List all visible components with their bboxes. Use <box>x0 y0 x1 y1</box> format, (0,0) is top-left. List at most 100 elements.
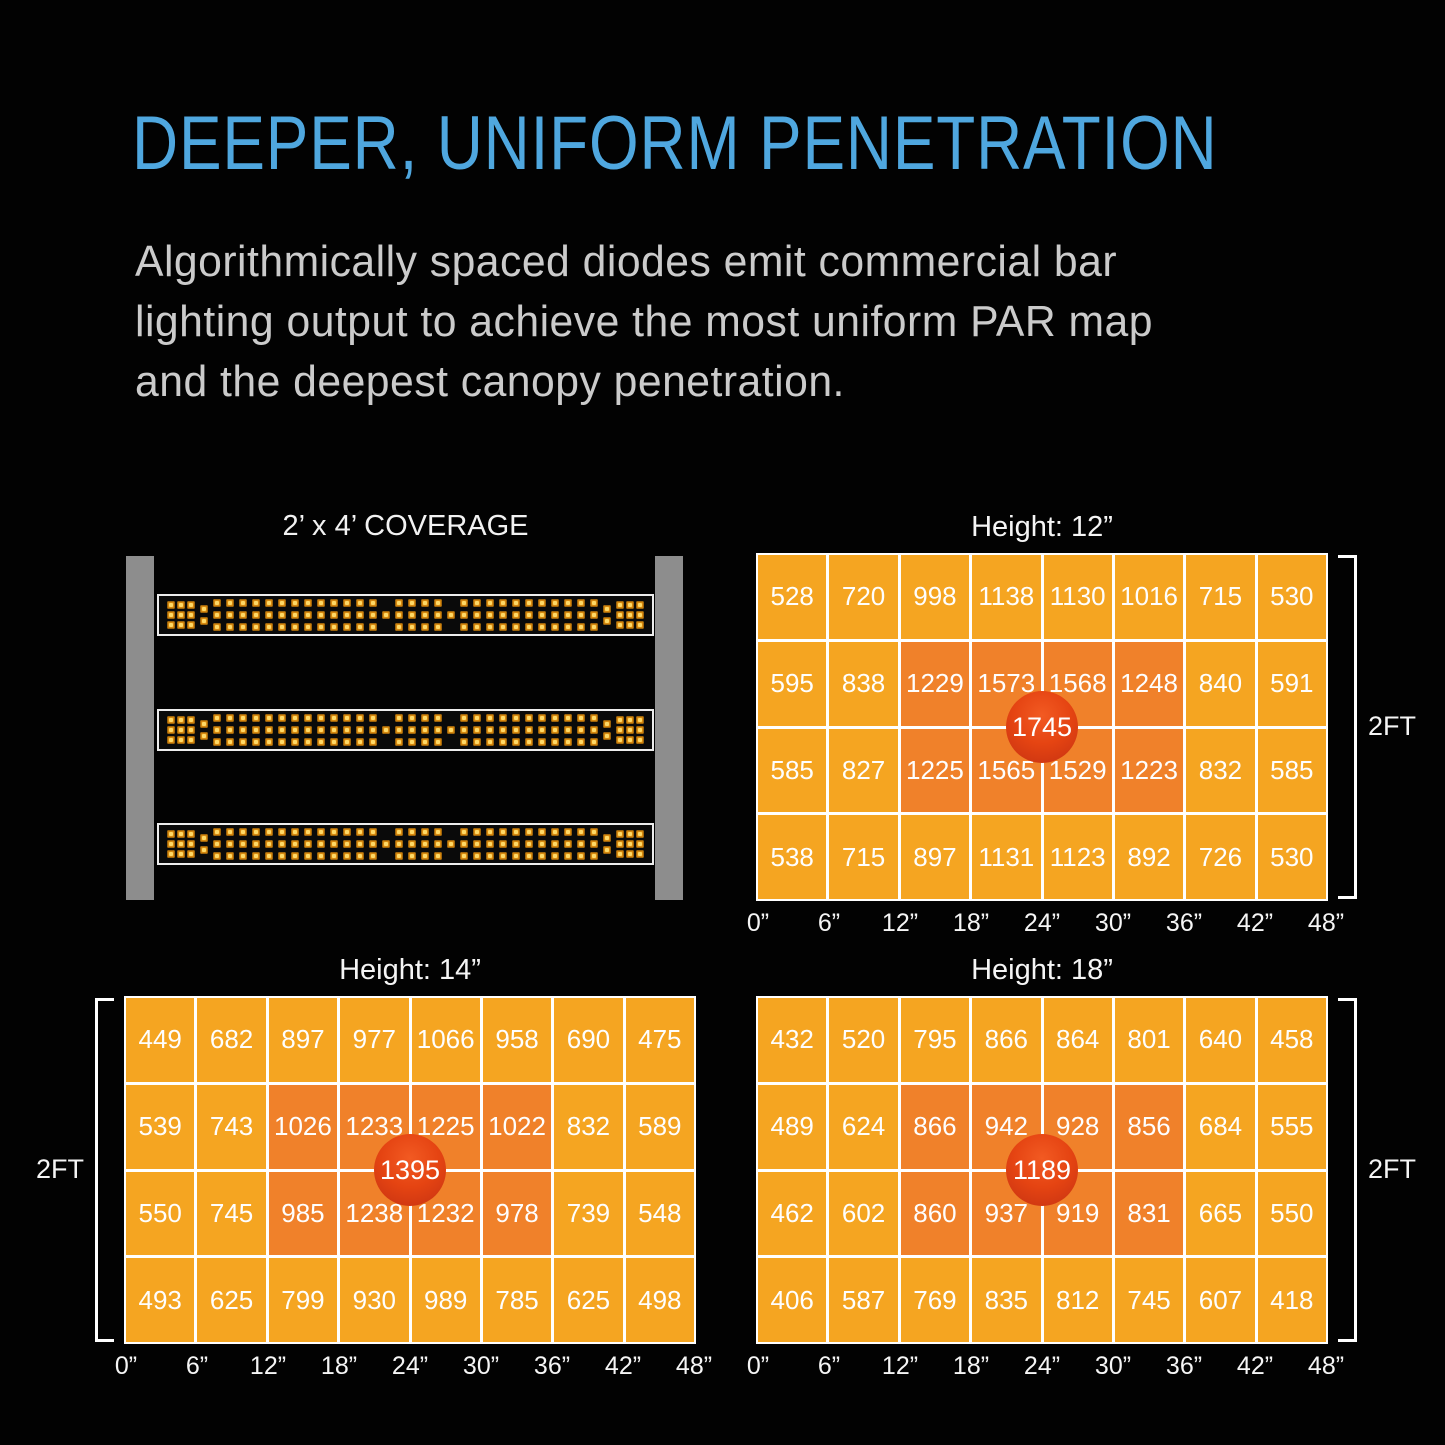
diode-dot <box>473 714 481 722</box>
diode-dot <box>408 738 416 746</box>
diode-dot <box>408 726 416 734</box>
diode-dot <box>590 840 598 848</box>
diode-dot <box>434 726 442 734</box>
diode-dot <box>577 852 585 860</box>
diode-dot <box>226 599 234 607</box>
diode-dot <box>512 726 520 734</box>
led-bar-2 <box>157 709 654 751</box>
diode-dot <box>343 726 351 734</box>
diode-dot <box>291 828 299 836</box>
diode-dot <box>343 840 351 848</box>
diode-dot <box>278 623 286 631</box>
x-tick-label: 48” <box>675 1352 713 1380</box>
peak-value-badge: 1745 <box>1006 691 1078 763</box>
diode-dot <box>626 611 634 619</box>
diode-dot <box>291 840 299 848</box>
diode-dot <box>239 611 247 619</box>
diode-dot <box>538 852 546 860</box>
diode-dot <box>408 611 416 619</box>
diode-dot <box>434 840 442 848</box>
diode-dot <box>395 852 403 860</box>
diode-dot <box>551 738 559 746</box>
diode-dot <box>408 714 416 722</box>
diode-dot <box>265 623 273 631</box>
dimension-bracket <box>1338 998 1357 1342</box>
par-cell: 1016 <box>1114 555 1184 639</box>
diode-dot <box>538 714 546 722</box>
diode-dot <box>538 726 546 734</box>
x-tick-label: 6” <box>817 1352 841 1380</box>
par-cell: 458 <box>1257 998 1326 1082</box>
par-cell: 498 <box>625 1258 694 1342</box>
diode-dot <box>525 738 533 746</box>
diode-dot <box>512 738 520 746</box>
diode-dot <box>369 726 377 734</box>
diode-dot <box>626 840 634 848</box>
par-cell: 930 <box>340 1258 409 1342</box>
diode-dot <box>330 623 338 631</box>
diode-dot <box>317 828 325 836</box>
diode-dot <box>512 623 520 631</box>
par-cell: 432 <box>758 998 827 1082</box>
diode-dot <box>330 599 338 607</box>
diode-dot <box>603 732 611 740</box>
diode-dot <box>636 716 644 724</box>
dimension-label: 2FT <box>1368 711 1417 741</box>
diode-dot <box>408 828 416 836</box>
diode-dot <box>460 623 468 631</box>
par-cell: 840 <box>1186 641 1255 726</box>
diode-dot <box>291 852 299 860</box>
diode-dot <box>278 599 286 607</box>
diode-dot <box>512 828 520 836</box>
diode-dot <box>356 726 364 734</box>
diode-dot <box>291 611 299 619</box>
par-cell: 838 <box>829 641 898 726</box>
par-cell: 795 <box>900 998 970 1082</box>
dimension-bracket <box>1338 555 1357 899</box>
diode-dot <box>239 738 247 746</box>
x-tick-label: 18” <box>320 1352 358 1380</box>
par-cell: 530 <box>1257 815 1326 899</box>
diode-dot <box>343 714 351 722</box>
diode-dot <box>382 611 390 619</box>
diode-dot <box>200 732 208 740</box>
x-tick-label: 48” <box>1307 909 1345 937</box>
diode-dot <box>603 834 611 842</box>
diode-dot <box>317 738 325 746</box>
diode-dot <box>200 834 208 842</box>
diode-dot <box>499 623 507 631</box>
diode-dot <box>239 599 247 607</box>
diode-dot <box>538 611 546 619</box>
x-tick-label: 42” <box>1236 909 1274 937</box>
diode-dot <box>551 714 559 722</box>
dimension-label: 2FT <box>35 1154 84 1184</box>
diode-dot <box>577 726 585 734</box>
diode-dot <box>304 726 312 734</box>
diode-dot <box>512 611 520 619</box>
diode-dot <box>460 738 468 746</box>
diode-dot <box>551 828 559 836</box>
par-cell: 520 <box>829 998 898 1082</box>
par-cell: 1022 <box>482 1084 552 1169</box>
led-bar-3 <box>157 823 654 865</box>
par-cell: 1568 <box>1043 641 1112 726</box>
diode-dot <box>616 716 624 724</box>
diode-dot <box>369 840 377 848</box>
diode-dot <box>265 852 273 860</box>
diode-dot <box>603 720 611 728</box>
diode-dot <box>226 726 234 734</box>
diode-dot <box>616 601 624 609</box>
par-cell: 1131 <box>972 815 1041 899</box>
par-cell: 595 <box>758 641 827 726</box>
par-cell: 739 <box>554 1171 623 1256</box>
par-grid: 449 682 897 977 1066 958 690 475 539 743 1026 1233 1… <box>124 996 696 1344</box>
par-cell: 585 <box>758 728 827 813</box>
diode-dot <box>395 714 403 722</box>
diode-dot <box>577 611 585 619</box>
x-tick-label: 12” <box>249 1352 287 1380</box>
diode-dot <box>265 611 273 619</box>
diode-dot <box>551 726 559 734</box>
diode-dot <box>213 852 221 860</box>
diode-dot <box>369 611 377 619</box>
diode-dot <box>213 714 221 722</box>
